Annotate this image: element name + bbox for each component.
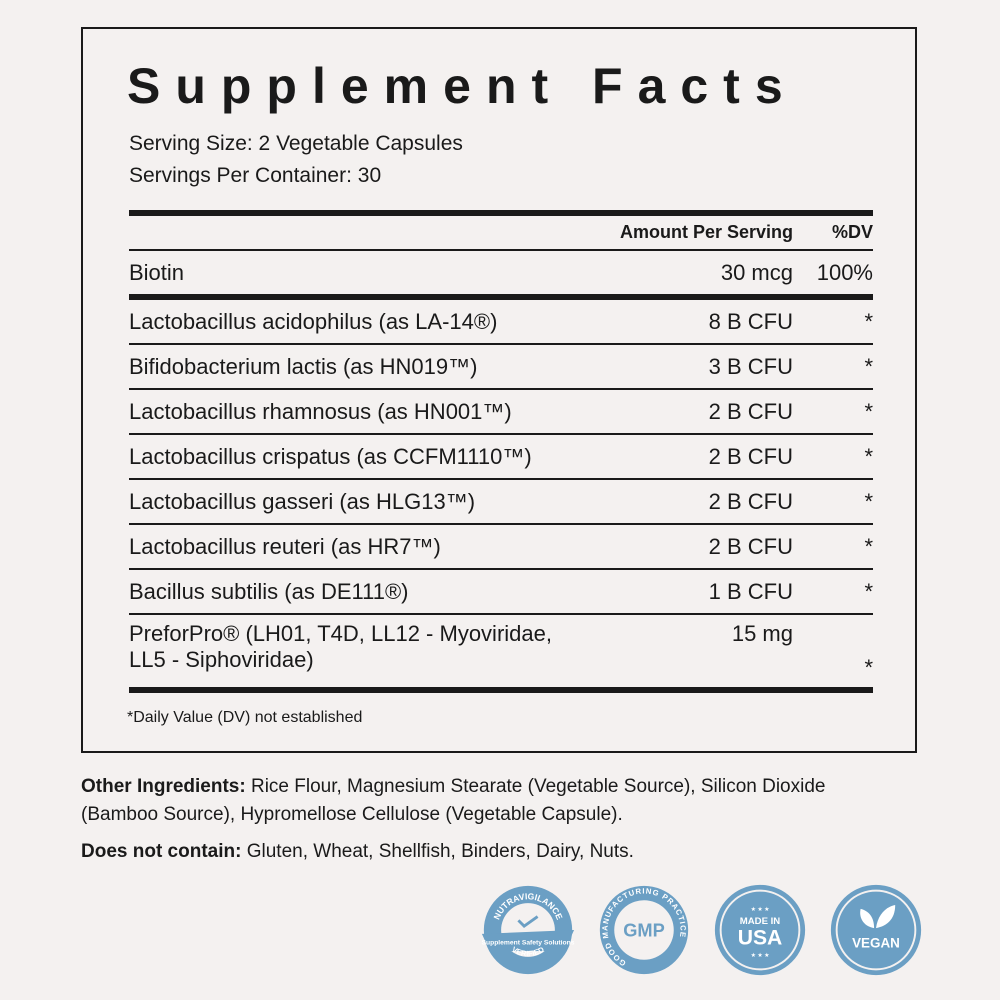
- badge-text: GMP: [623, 920, 665, 941]
- ingredient-amount: 3 B CFU: [708, 353, 793, 379]
- facts-table: Amount Per Serving %DV Biotin 30 mcg 100% …: [129, 210, 873, 693]
- footnote: *Daily Value (DV) not established: [127, 709, 363, 726]
- divider: [129, 294, 873, 300]
- table-row: PreforPro® (LH01, T4D, LL12 - Myoviridae…: [129, 615, 873, 687]
- divider: [129, 523, 873, 525]
- other-ingredients-label: Other Ingredients:: [81, 776, 246, 797]
- table-row: Bifidobacterium lactis (as HN019™) 3 B CF…: [129, 345, 873, 388]
- other-ingredients: Other Ingredients: Rice Flour, Magnesium…: [81, 773, 881, 829]
- does-not-contain-label: Does not contain:: [81, 841, 242, 862]
- ingredient-dv: *: [864, 533, 873, 559]
- leaf-icon: [860, 905, 896, 929]
- vegan-badge: VEGAN: [830, 884, 922, 976]
- ingredient-name: Lactobacillus gasseri (as HLG13™): [129, 488, 476, 514]
- divider: [129, 613, 873, 615]
- certification-badges: NUTRAVIGILANCE Supplement Safety Solutio…: [480, 882, 924, 978]
- divider: [129, 388, 873, 390]
- ingredient-amount: 2 B CFU: [708, 398, 793, 424]
- ingredient-dv: 100%: [816, 259, 873, 285]
- divider: [129, 210, 873, 216]
- divider: [129, 568, 873, 570]
- nutravigilance-badge: NUTRAVIGILANCE Supplement Safety Solutio…: [482, 885, 575, 975]
- ingredient-name: Bacillus subtilis (as DE111®): [129, 578, 409, 604]
- ingredient-name-line: PreforPro® (LH01, T4D, LL12 - Myoviridae…: [129, 621, 552, 646]
- table-row: Biotin 30 mcg 100%: [129, 251, 873, 294]
- does-not-contain-text: Gluten, Wheat, Shellfish, Binders, Dairy…: [241, 841, 634, 862]
- divider: [129, 687, 873, 693]
- ingredient-name-line: LL5 - Siphoviridae): [129, 647, 314, 672]
- ingredient-amount: 1 B CFU: [708, 578, 793, 604]
- servings-per-container: Servings Per Container: 30: [129, 164, 382, 187]
- ingredient-dv: *: [864, 655, 873, 680]
- ingredient-dv: *: [864, 308, 873, 334]
- ingredient-name: Lactobacillus crispatus (as CCFM1110™): [129, 443, 532, 469]
- badge-text: MADE IN: [740, 916, 781, 927]
- serving-size: Serving Size: 2 Vegetable Capsules: [129, 132, 463, 155]
- divider: [129, 343, 873, 345]
- panel-title: Supplement Facts: [127, 58, 798, 114]
- ingredient-name: Bifidobacterium lactis (as HN019™): [129, 353, 478, 379]
- table-row: Lactobacillus reuteri (as HR7™) 2 B CFU *: [129, 525, 873, 568]
- ingredient-amount: 2 B CFU: [708, 533, 793, 559]
- table-row: Lactobacillus gasseri (as HLG13™) 2 B CFU…: [129, 480, 873, 523]
- ingredient-dv: *: [864, 578, 873, 604]
- ingredient-name: Lactobacillus rhamnosus (as HN001™): [129, 398, 512, 424]
- table-row: Lactobacillus acidophilus (as LA-14®) 8 B…: [129, 300, 873, 343]
- badge-text: VEGAN: [852, 935, 900, 950]
- ingredient-amount: 2 B CFU: [708, 488, 793, 514]
- ingredient-dv: *: [864, 488, 873, 514]
- table-header: Amount Per Serving %DV: [129, 216, 873, 249]
- ingredient-dv: *: [864, 398, 873, 424]
- ingredient-dv: *: [864, 443, 873, 469]
- svg-text:★ ★ ★: ★ ★ ★: [751, 906, 770, 913]
- divider: [129, 249, 873, 251]
- made-in-usa-badge: ★ ★ ★ MADE IN USA ★ ★ ★: [714, 884, 806, 976]
- table-row: Lactobacillus rhamnosus (as HN001™) 2 B C…: [129, 390, 873, 433]
- ingredient-name: PreforPro® (LH01, T4D, LL12 - Myoviridae…: [129, 621, 623, 673]
- divider: [129, 433, 873, 435]
- check-icon: [517, 915, 539, 929]
- ingredient-amount: 2 B CFU: [708, 443, 793, 469]
- badge-text: VERIFIED: [510, 945, 546, 959]
- ingredient-amount: 30 mcg: [720, 259, 793, 285]
- amount-header: Amount Per Serving: [619, 222, 793, 242]
- svg-text:VERIFIED: VERIFIED: [510, 945, 546, 959]
- other-ingredients-text: Rice Flour, Magnesium Stearate (Vegetabl…: [81, 776, 826, 825]
- ingredient-dv: *: [864, 353, 873, 379]
- svg-text:★ ★ ★: ★ ★ ★: [751, 952, 770, 959]
- dv-header: %DV: [831, 222, 873, 242]
- supplement-facts-panel: Supplement Facts Serving Size: 2 Vegetab…: [81, 27, 917, 753]
- ingredient-name: Biotin: [129, 259, 185, 285]
- table-row: Bacillus subtilis (as DE111®) 1 B CFU *: [129, 570, 873, 613]
- badge-text: Supplement Safety Solutions: [482, 939, 575, 946]
- badge-text: USA: [738, 926, 783, 949]
- ingredient-name: Lactobacillus acidophilus (as LA-14®): [129, 308, 498, 334]
- gmp-badge: GOOD MANUFACTURING PRACTICE GMP: [599, 885, 689, 975]
- ingredient-amount: 15 mg: [731, 621, 793, 646]
- divider: [129, 478, 873, 480]
- does-not-contain: Does not contain: Gluten, Wheat, Shellfi…: [81, 838, 881, 866]
- ingredient-name: Lactobacillus reuteri (as HR7™): [129, 533, 441, 559]
- table-row: Lactobacillus crispatus (as CCFM1110™) 2 …: [129, 435, 873, 478]
- ingredient-amount: 8 B CFU: [708, 308, 793, 334]
